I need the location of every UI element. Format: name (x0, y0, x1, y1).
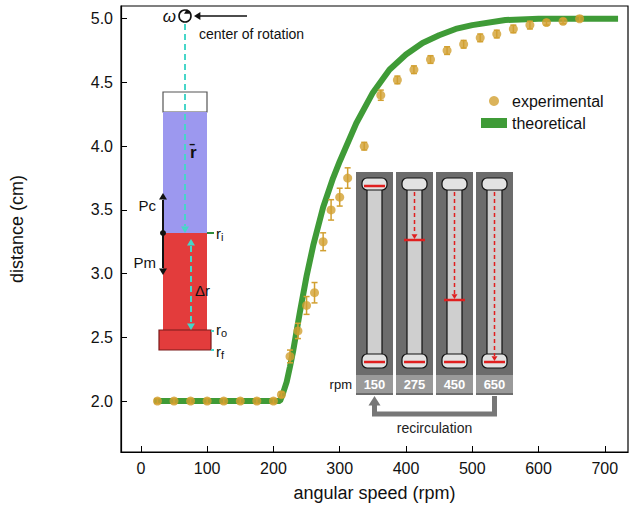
svg-text:275: 275 (404, 377, 426, 392)
svg-text:o: o (221, 327, 227, 339)
svg-text:theoretical: theoretical (512, 115, 586, 132)
svg-text:4.0: 4.0 (91, 138, 113, 155)
svg-text:0: 0 (136, 460, 145, 477)
svg-text:500: 500 (459, 460, 486, 477)
svg-text:650: 650 (484, 377, 506, 392)
svg-text:angular speed (rpm): angular speed (rpm) (293, 483, 455, 503)
svg-text:r: r (216, 320, 221, 338)
svg-text:i: i (221, 231, 223, 243)
svg-text:200: 200 (260, 460, 287, 477)
svg-text:600: 600 (525, 460, 552, 477)
svg-text:Pm: Pm (134, 254, 157, 271)
svg-text:rpm: rpm (330, 377, 352, 392)
svg-text:400: 400 (393, 460, 420, 477)
svg-text:5.0: 5.0 (91, 10, 113, 27)
svg-text:4.5: 4.5 (91, 74, 113, 91)
svg-text:r: r (216, 224, 221, 242)
svg-text:3.0: 3.0 (91, 265, 113, 282)
svg-text:100: 100 (194, 460, 221, 477)
svg-text:ω: ω (163, 7, 176, 26)
svg-text:center of rotation: center of rotation (199, 26, 304, 42)
svg-text:Δr: Δr (195, 282, 210, 299)
svg-text:distance (cm): distance (cm) (7, 175, 27, 283)
svg-text:Pc: Pc (138, 197, 156, 214)
svg-text:450: 450 (444, 377, 466, 392)
svg-text:r̄: r̄ (189, 143, 197, 162)
svg-text:f: f (221, 349, 225, 361)
svg-text:700: 700 (591, 460, 618, 477)
svg-text:2.5: 2.5 (91, 329, 113, 346)
svg-text:experimental: experimental (512, 93, 604, 110)
svg-text:recirculation: recirculation (397, 420, 472, 436)
svg-text:150: 150 (364, 377, 386, 392)
svg-text:300: 300 (326, 460, 353, 477)
svg-text:3.5: 3.5 (91, 201, 113, 218)
svg-text:2.0: 2.0 (91, 393, 113, 410)
svg-text:r: r (216, 342, 221, 360)
